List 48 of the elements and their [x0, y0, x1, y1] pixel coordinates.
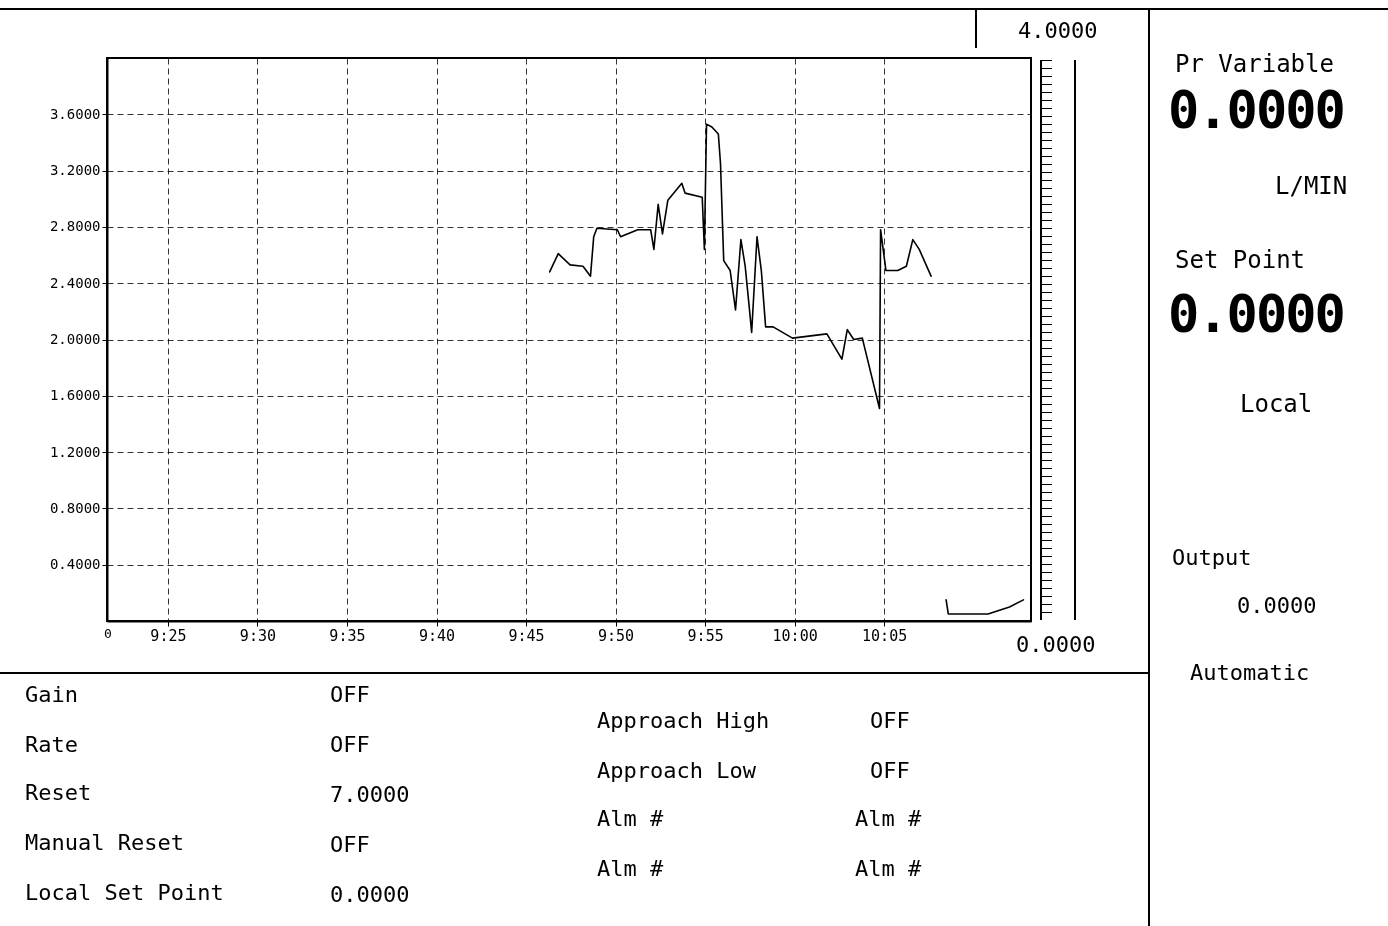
text: Approach Low: [597, 758, 756, 783]
text: Alm #: [597, 806, 664, 831]
text: Gain: [25, 682, 78, 707]
text: L/MIN: [1275, 172, 1348, 200]
text: Rate: [25, 732, 78, 757]
y-tick-label: 2.4000: [49, 274, 101, 291]
x-tick-label: 9:25: [150, 626, 187, 645]
text: 7.0000: [330, 782, 410, 807]
text: 0.0000: [330, 882, 410, 907]
x-tick-label: 9:40: [418, 626, 456, 645]
y-tick-label: 1.6000: [49, 387, 101, 404]
y-tick-label: 3.6000: [49, 105, 101, 122]
text: Local Set Point: [25, 880, 224, 905]
text: OFF: [330, 732, 370, 757]
x-tick-label: 9:30: [239, 626, 276, 645]
x-tick-label: 9:45: [508, 626, 545, 645]
y-tick-label: 0.8000: [49, 499, 101, 516]
text: 0.0000: [1237, 593, 1317, 618]
text: OFF: [870, 758, 910, 783]
x-tick-label: 9:35: [329, 626, 366, 645]
text: Manual Reset: [25, 830, 184, 855]
text: 0: [104, 626, 112, 641]
x-tick-label: 10:00: [772, 626, 818, 645]
text: 0.0000: [1168, 284, 1344, 344]
text: 4.0000: [1018, 18, 1098, 43]
text: OFF: [330, 832, 370, 857]
text: 0.0000: [1168, 80, 1344, 140]
text: Set Point: [1175, 246, 1306, 274]
text: Alm #: [597, 856, 664, 881]
y-tick-label: 2.0000: [49, 331, 101, 347]
x-tick-label: 9:55: [687, 626, 724, 645]
text: Output: [1172, 545, 1252, 570]
text: Pr Variable: [1175, 50, 1334, 78]
y-tick-label: 3.2000: [49, 162, 101, 179]
text: Alm #: [855, 806, 922, 831]
y-tick-label: 1.2000: [49, 443, 101, 460]
x-tick-label: 9:50: [597, 626, 635, 645]
x-tick-label: 10:05: [862, 626, 908, 645]
text: OFF: [330, 682, 370, 707]
text: Approach High: [597, 708, 770, 733]
text: Alm #: [855, 856, 922, 881]
text: 0.0000: [1016, 632, 1096, 657]
text: Local: [1240, 390, 1313, 418]
text: OFF: [870, 708, 910, 733]
text: Reset: [25, 780, 92, 805]
y-tick-label: 0.4000: [49, 556, 101, 573]
y-tick-label: 2.8000: [49, 218, 101, 235]
text: Automatic: [1190, 660, 1310, 685]
